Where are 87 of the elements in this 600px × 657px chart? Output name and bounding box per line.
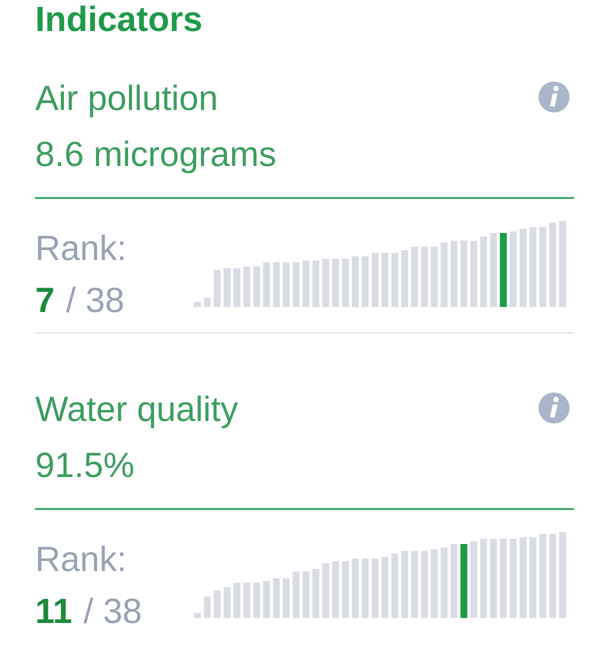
bar [292, 572, 300, 618]
bar [440, 242, 448, 307]
bar [253, 582, 260, 618]
bar [312, 568, 320, 618]
bar [372, 252, 379, 307]
bar [362, 256, 369, 307]
bar [401, 550, 408, 618]
bar [302, 572, 310, 618]
bar [243, 266, 250, 307]
bar [430, 549, 438, 618]
bar [470, 240, 478, 307]
chart-title: Water quality [35, 396, 238, 428]
bar [292, 262, 300, 307]
bar [391, 553, 398, 618]
bar [372, 558, 379, 618]
bar [430, 246, 438, 307]
bar [352, 558, 359, 618]
bar [312, 260, 320, 307]
bar [381, 556, 388, 618]
bar [263, 262, 270, 307]
bar [243, 582, 250, 618]
bar [332, 561, 340, 618]
bar [214, 270, 221, 307]
bar [520, 228, 527, 307]
text: 7 [36, 288, 54, 312]
bar [233, 268, 240, 307]
bar [401, 250, 408, 307]
bar [460, 240, 468, 307]
bar [411, 246, 418, 307]
bar [529, 537, 536, 618]
bar [332, 258, 340, 307]
text: Rank: [38, 234, 124, 260]
bar [549, 222, 556, 307]
bar [224, 587, 230, 618]
bar [460, 544, 468, 618]
text: / 38 [84, 598, 140, 624]
bar [342, 258, 349, 307]
bar [559, 221, 566, 307]
bar [224, 268, 230, 307]
bar [194, 302, 201, 307]
bar [470, 541, 478, 618]
chart-subtitle: 91.5% [36, 452, 134, 478]
bar [253, 266, 260, 307]
bar [480, 236, 488, 307]
bar [510, 231, 517, 307]
bar [342, 561, 349, 618]
bar [559, 532, 566, 618]
bar [204, 596, 211, 618]
bar [302, 260, 310, 307]
bar [322, 562, 330, 618]
bar [490, 233, 497, 307]
bar [510, 538, 517, 618]
bar [539, 534, 546, 618]
text: / 38 [66, 286, 123, 312]
bar [480, 538, 488, 618]
chart-title: Air pollution [35, 84, 216, 118]
bar [500, 538, 507, 618]
bar [214, 590, 221, 618]
bar [440, 547, 448, 618]
bar [263, 581, 270, 618]
text: Indicators [38, 6, 202, 32]
bar [233, 582, 240, 618]
bar [282, 578, 290, 618]
bar [282, 262, 290, 307]
bar [529, 227, 536, 307]
bar [272, 578, 280, 618]
bar [549, 534, 556, 618]
bar [539, 227, 546, 307]
chart-subtitle: 8.6 micrograms [36, 140, 276, 174]
bar [450, 544, 458, 618]
bar [362, 558, 369, 618]
bar [450, 240, 458, 307]
bar [490, 538, 497, 618]
bar [272, 262, 280, 307]
bar [322, 258, 330, 307]
bar [391, 252, 398, 307]
bar [411, 550, 418, 618]
text: Rank: [38, 546, 124, 572]
bar [500, 233, 507, 307]
bar [381, 252, 388, 307]
bar [204, 298, 211, 307]
text: 11 [37, 598, 72, 623]
bar [420, 246, 428, 307]
bar [420, 550, 428, 618]
bar [352, 256, 359, 307]
bar [520, 537, 527, 618]
bar [194, 612, 201, 618]
